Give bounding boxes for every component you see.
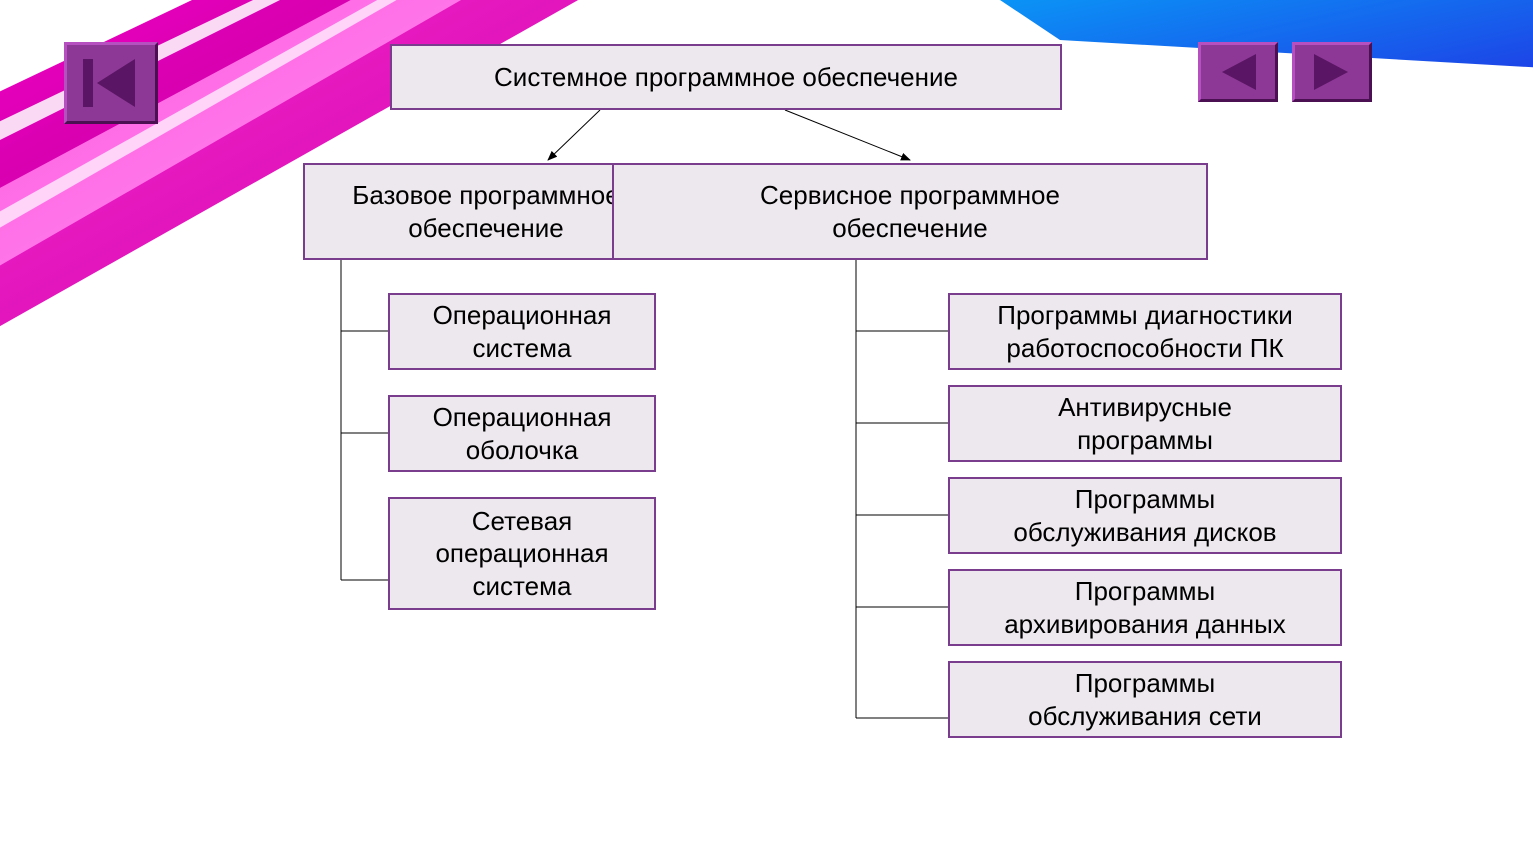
- node-label: Базовое программное обеспечение: [352, 179, 619, 244]
- previous-button[interactable]: [1198, 42, 1278, 102]
- next-icon: [1312, 54, 1352, 90]
- node-network-os: Сетевая операционная система: [388, 497, 656, 610]
- node-operating-shell: Операционная оболочка: [388, 395, 656, 472]
- node-label: Операционная система: [433, 299, 612, 364]
- next-button[interactable]: [1292, 42, 1372, 102]
- node-operating-system: Операционная система: [388, 293, 656, 370]
- node-antivirus-programs: Антивирусные программы: [948, 385, 1342, 462]
- node-label: Программы архивирования данных: [1004, 575, 1286, 640]
- node-label: Программы диагностики работоспособности …: [997, 299, 1292, 364]
- node-label: Программы обслуживания сети: [1028, 667, 1262, 732]
- node-label: Сетевая операционная система: [435, 505, 608, 603]
- slide-canvas: Системное программное обеспечение Базово…: [0, 0, 1533, 864]
- node-label: Программы обслуживания дисков: [1013, 483, 1276, 548]
- home-button[interactable]: [64, 42, 158, 124]
- node-archiving-programs: Программы архивирования данных: [948, 569, 1342, 646]
- first-slide-icon: [83, 59, 139, 107]
- previous-icon: [1218, 54, 1258, 90]
- node-label: Сервисное программное обеспечение: [760, 179, 1060, 244]
- node-label: Антивирусные программы: [1058, 391, 1232, 456]
- node-root: Системное программное обеспечение: [390, 44, 1062, 110]
- node-label: Системное программное обеспечение: [494, 61, 958, 94]
- node-network-maintenance: Программы обслуживания сети: [948, 661, 1342, 738]
- node-label: Операционная оболочка: [433, 401, 612, 466]
- node-service-software: Сервисное программное обеспечение: [612, 163, 1208, 260]
- node-diagnostic-programs: Программы диагностики работоспособности …: [948, 293, 1342, 370]
- node-disk-maintenance: Программы обслуживания дисков: [948, 477, 1342, 554]
